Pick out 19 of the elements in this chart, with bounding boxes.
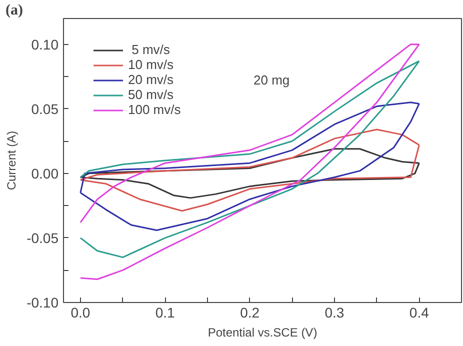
- legend-label: 50 mv/s: [128, 87, 174, 102]
- annotation: 20 mg: [254, 72, 290, 88]
- legend-label: 10 mv/s: [128, 57, 174, 72]
- y-tick-label: -0.10: [26, 294, 59, 310]
- y-tick-label: 0.05: [31, 100, 59, 117]
- x-tick-label: 0.1: [155, 304, 176, 320]
- y-tick-label: 0.10: [31, 36, 59, 52]
- y-tick-label: 0.00: [31, 165, 59, 182]
- text: (a): [6, 2, 23, 18]
- x-tick-label: 0.3: [324, 304, 344, 320]
- y-axis-title: Current (A): [4, 130, 19, 190]
- y-tick-label: -0.05: [26, 230, 59, 246]
- legend-label: 20 mv/s: [128, 72, 174, 87]
- legend-label: 100 mv/s: [128, 102, 181, 117]
- x-tick-label: 0.4: [409, 304, 430, 320]
- x-tick-label: 0.2: [240, 304, 260, 320]
- legend-label: 5 mv/s: [130, 42, 170, 57]
- x-tick-label: 0.0: [70, 304, 90, 320]
- x-axis-title: Potential vs.SCE (V): [208, 326, 318, 340]
